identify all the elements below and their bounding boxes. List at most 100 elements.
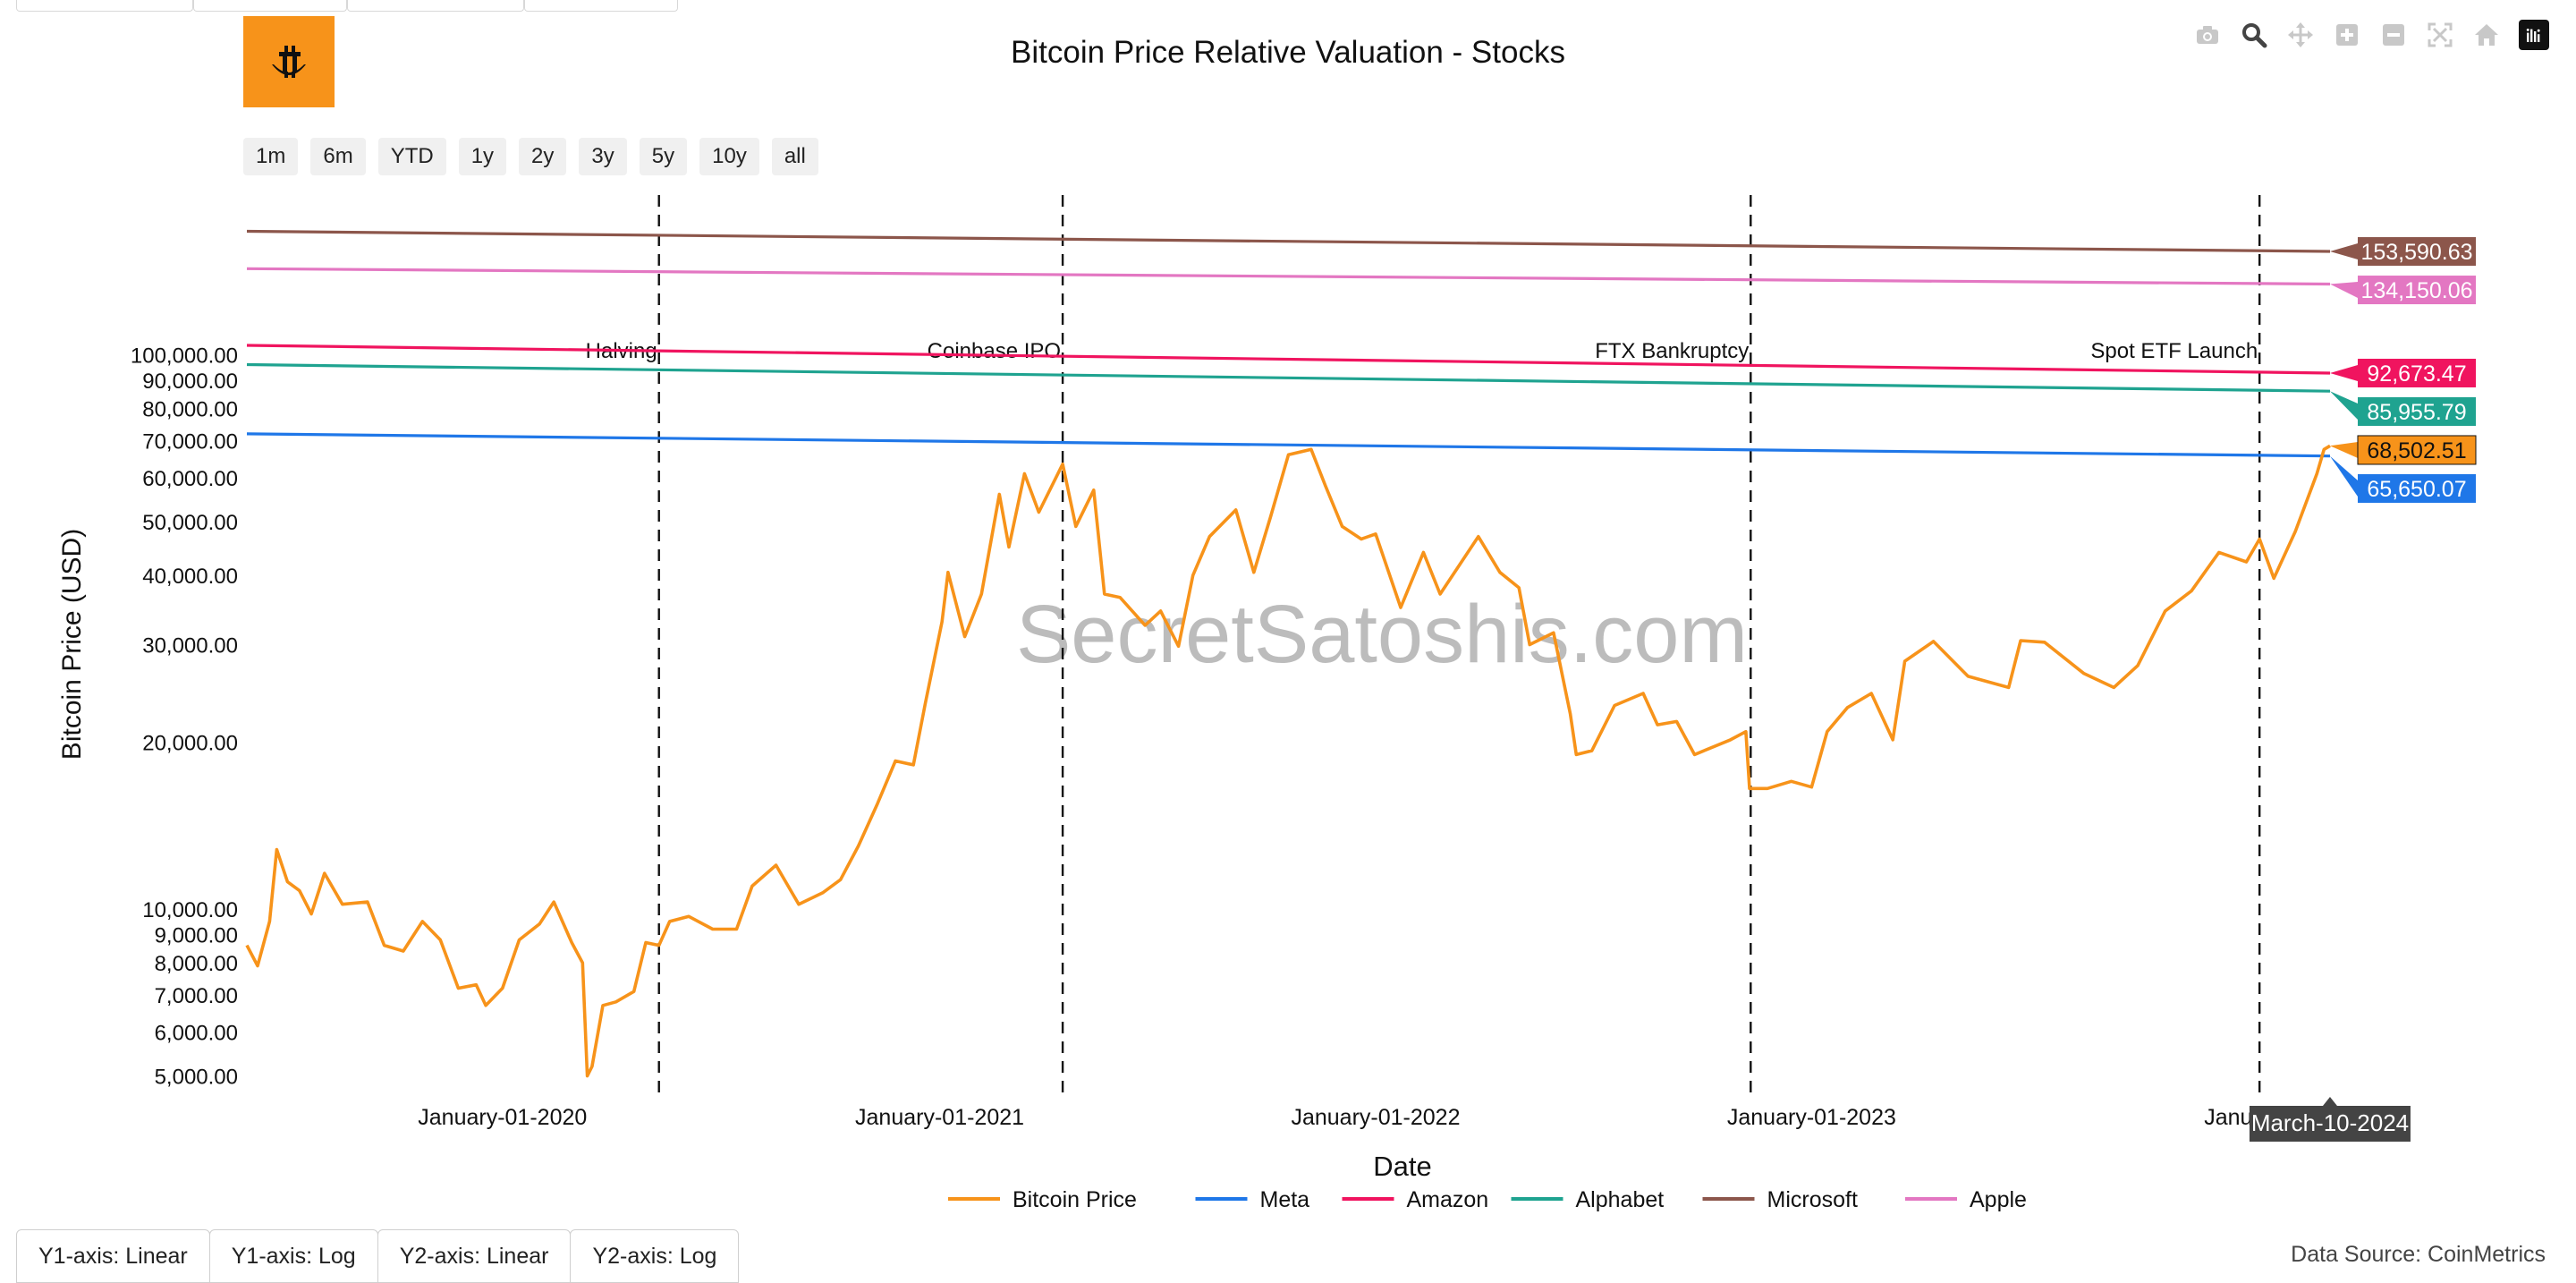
y-tick-label: 9,000.00 bbox=[155, 923, 238, 947]
legend-label: Bitcoin Price bbox=[1013, 1187, 1137, 1212]
bitcoin-smile-icon bbox=[272, 46, 306, 78]
y1-linear-button[interactable]: Y1-axis: Linear bbox=[16, 1229, 210, 1283]
camera-icon[interactable] bbox=[2193, 21, 2222, 49]
legend-label: Microsoft bbox=[1767, 1187, 1858, 1212]
end-label-box bbox=[2358, 358, 2476, 387]
y-tick-label: 5,000.00 bbox=[155, 1066, 238, 1090]
range-button-1m[interactable]: 1m bbox=[243, 138, 299, 175]
x-tick-label: January-01-2023 bbox=[1727, 1105, 1896, 1130]
legend: Bitcoin Price Meta Amazon Alphabet Microsoft… bbox=[948, 1187, 2027, 1212]
y1-log-button[interactable]: Y1-axis: Log bbox=[208, 1229, 378, 1283]
y-tick-label: 80,000.00 bbox=[142, 398, 238, 422]
legend-label: Meta bbox=[1260, 1187, 1310, 1212]
range-button-all[interactable]: all bbox=[771, 138, 818, 175]
series-line-bitcoin bbox=[245, 444, 2331, 1078]
end-label-caret bbox=[2329, 391, 2358, 420]
axis-scale-buttons: Y1-axis: Linear Y1-axis: Log Y2-axis: Li… bbox=[16, 1229, 740, 1283]
x-tick-label: January-01-2022 bbox=[1291, 1105, 1460, 1130]
range-button-1y[interactable]: 1y bbox=[458, 138, 507, 175]
end-label-caret bbox=[2329, 441, 2358, 458]
end-label-text: 153,590.63 bbox=[2360, 240, 2472, 265]
legend-label: Alphabet bbox=[1576, 1187, 1665, 1212]
zoom-icon[interactable] bbox=[2240, 21, 2268, 49]
series-line-alphabet bbox=[246, 362, 2331, 393]
end-value-labels: 153,590.63 134,150.06 92,673.47 85,955.79 68… bbox=[2329, 237, 2477, 503]
end-label-caret bbox=[2329, 243, 2358, 260]
series-line-apple bbox=[246, 267, 2331, 286]
top-tab[interactable] bbox=[193, 0, 347, 12]
end-label-box bbox=[2358, 396, 2476, 426]
end-label-box bbox=[2358, 237, 2476, 267]
end-label-text: 68,502.51 bbox=[2367, 438, 2466, 463]
y-tick-label: 10,000.00 bbox=[142, 898, 238, 922]
range-button-10y[interactable]: 10y bbox=[699, 138, 759, 175]
event-markers: Halving Coinbase IPO FTX Bankruptcy Spot ET… bbox=[586, 195, 2261, 1095]
hover-indicator: March-10-2024 bbox=[2249, 1097, 2411, 1142]
event-label: Coinbase IPO bbox=[928, 339, 1061, 363]
plotly-logo-icon[interactable] bbox=[2519, 20, 2549, 50]
end-label-caret bbox=[2329, 455, 2358, 497]
y-tick-label: 100,000.00 bbox=[131, 344, 238, 369]
y-tick-label: 8,000.00 bbox=[155, 952, 238, 976]
watermark: SecretSatoshis.com bbox=[1016, 589, 1748, 680]
range-button-ytd[interactable]: YTD bbox=[377, 138, 446, 175]
range-button-2y[interactable]: 2y bbox=[519, 138, 567, 175]
y-tick-label: 6,000.00 bbox=[155, 1022, 238, 1046]
reset-axes-icon[interactable] bbox=[2472, 21, 2501, 49]
top-tab[interactable] bbox=[524, 0, 678, 12]
autoscale-icon[interactable] bbox=[2426, 21, 2454, 49]
event-label: Spot ETF Launch bbox=[2090, 339, 2258, 363]
y-tick-label: 30,000.00 bbox=[142, 633, 238, 658]
legend-label: Apple bbox=[1970, 1187, 2027, 1212]
y-tick-label: 40,000.00 bbox=[142, 565, 238, 589]
x-axis-title: Date bbox=[1373, 1151, 1431, 1182]
series-line-amazon bbox=[246, 344, 2331, 375]
y-tick-label: 90,000.00 bbox=[142, 370, 238, 394]
series-line-microsoft bbox=[246, 229, 2331, 253]
modebar bbox=[2193, 20, 2549, 50]
hover-date-box bbox=[2249, 1106, 2411, 1142]
top-tab[interactable] bbox=[16, 0, 193, 12]
range-button-6m[interactable]: 6m bbox=[310, 138, 366, 175]
x-axis-ticks: January-01-2020 January-01-2021 January-01… bbox=[418, 1105, 2291, 1130]
chart-title: Bitcoin Price Relative Valuation - Stock… bbox=[1011, 35, 1565, 70]
x-tick-label: January-01-2021 bbox=[855, 1105, 1024, 1130]
hover-date-caret bbox=[2322, 1097, 2337, 1106]
end-label-box bbox=[2358, 276, 2476, 305]
end-label-box bbox=[2358, 473, 2476, 503]
zoom-out-icon[interactable] bbox=[2379, 21, 2408, 49]
top-tab[interactable] bbox=[347, 0, 524, 12]
y-tick-label: 50,000.00 bbox=[142, 511, 238, 535]
range-button-5y[interactable]: 5y bbox=[639, 138, 688, 175]
end-label-text: 65,650.07 bbox=[2367, 477, 2466, 502]
end-label-caret bbox=[2329, 282, 2358, 299]
y-axis-ticks: 5,000.00 6,000.00 7,000.00 8,000.00 9,000.00… bbox=[131, 344, 238, 1090]
end-label-text: 92,673.47 bbox=[2367, 361, 2466, 387]
pan-icon[interactable] bbox=[2286, 21, 2315, 49]
event-label: Halving bbox=[586, 339, 657, 363]
x-tick-label: January- bbox=[2204, 1105, 2291, 1130]
end-label-box bbox=[2357, 435, 2477, 465]
y-tick-label: 7,000.00 bbox=[155, 984, 238, 1008]
event-label: FTX Bankruptcy bbox=[1595, 339, 1749, 363]
legend-label: Amazon bbox=[1407, 1187, 1489, 1212]
y2-linear-button[interactable]: Y2-axis: Linear bbox=[377, 1229, 572, 1283]
secret-satoshis-logo bbox=[243, 16, 335, 107]
zoom-in-icon[interactable] bbox=[2333, 21, 2361, 49]
y2-log-button[interactable]: Y2-axis: Log bbox=[570, 1229, 740, 1283]
end-label-text: 134,150.06 bbox=[2360, 278, 2472, 303]
y-tick-label: 70,000.00 bbox=[142, 429, 238, 454]
series-line-meta bbox=[246, 432, 2331, 458]
y-tick-label: 60,000.00 bbox=[142, 467, 238, 491]
x-tick-label: January-01-2020 bbox=[418, 1105, 587, 1130]
end-label-text: 85,955.79 bbox=[2367, 400, 2466, 425]
y-axis-title: Bitcoin Price (USD) bbox=[57, 529, 87, 760]
y-tick-label: 20,000.00 bbox=[142, 732, 238, 756]
hover-date-label: March-10-2024 bbox=[2251, 1109, 2409, 1136]
range-button-3y[interactable]: 3y bbox=[579, 138, 627, 175]
end-label-caret bbox=[2329, 364, 2358, 381]
data-source-note: Data Source: CoinMetrics bbox=[2291, 1242, 2546, 1267]
range-selector: 1m 6m YTD 1y 2y 3y 5y 10y all bbox=[243, 138, 818, 175]
